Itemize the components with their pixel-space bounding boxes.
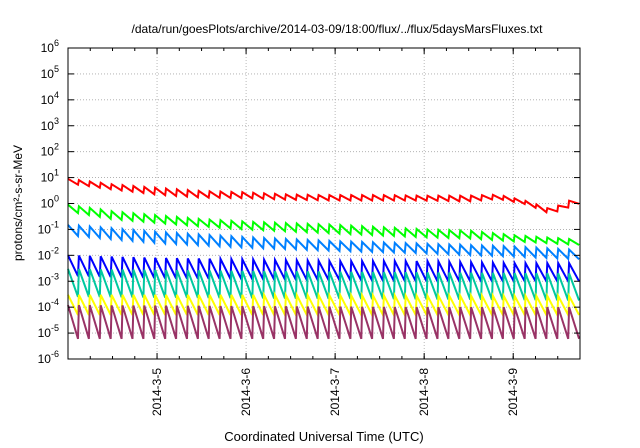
y-tick-exponent: 0 xyxy=(54,194,59,204)
y-tick-exponent: -5 xyxy=(51,323,59,333)
series-line xyxy=(67,177,580,214)
x-tick-label: 2014-3-5 xyxy=(150,368,164,416)
series-line xyxy=(67,290,580,319)
y-tick-exponent: 2 xyxy=(54,142,59,152)
x-axis-label: Coordinated Universal Time (UTC) xyxy=(224,429,423,444)
y-tick-exponent: 5 xyxy=(54,64,59,74)
y-axis-label: protons/cm²-s-sr-MeV xyxy=(11,145,25,261)
y-tick-exponent: -1 xyxy=(51,219,59,229)
series-line xyxy=(67,203,580,247)
grid xyxy=(68,48,580,359)
y-tick-exponent: -4 xyxy=(51,297,59,307)
series-layer xyxy=(67,177,581,340)
y-tick-exponent: 1 xyxy=(54,168,59,178)
series-line xyxy=(67,223,580,261)
y-tick-exponent: -3 xyxy=(51,271,59,281)
x-tick-label: 2014-3-9 xyxy=(506,368,520,416)
y-tick-exponent: -2 xyxy=(51,245,59,255)
series-line xyxy=(67,254,580,286)
x-tick-label: 2014-3-7 xyxy=(328,368,342,416)
y-tick-exponent: 3 xyxy=(54,116,59,126)
x-tick-label: 2014-3-6 xyxy=(239,368,253,416)
series-line xyxy=(67,304,581,340)
y-tick-exponent: -6 xyxy=(51,349,59,359)
chart-title: /data/run/goesPlots/archive/2014-03-09/1… xyxy=(132,22,544,36)
series-line xyxy=(67,268,581,301)
y-tick-exponent: 4 xyxy=(54,90,59,100)
y-tick-exponent: 6 xyxy=(54,38,59,48)
x-tick-label: 2014-3-8 xyxy=(417,368,431,416)
